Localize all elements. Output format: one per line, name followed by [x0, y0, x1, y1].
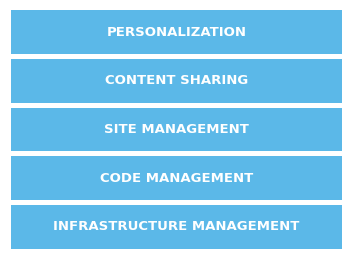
Text: CONTENT SHARING: CONTENT SHARING	[105, 74, 248, 87]
Text: CODE MANAGEMENT: CODE MANAGEMENT	[100, 172, 253, 185]
FancyBboxPatch shape	[11, 156, 342, 200]
FancyBboxPatch shape	[11, 205, 342, 249]
FancyBboxPatch shape	[11, 59, 342, 103]
FancyBboxPatch shape	[11, 10, 342, 54]
Text: INFRASTRUCTURE MANAGEMENT: INFRASTRUCTURE MANAGEMENT	[53, 220, 300, 233]
Text: PERSONALIZATION: PERSONALIZATION	[107, 26, 246, 39]
FancyBboxPatch shape	[11, 107, 342, 152]
Text: SITE MANAGEMENT: SITE MANAGEMENT	[104, 123, 249, 136]
